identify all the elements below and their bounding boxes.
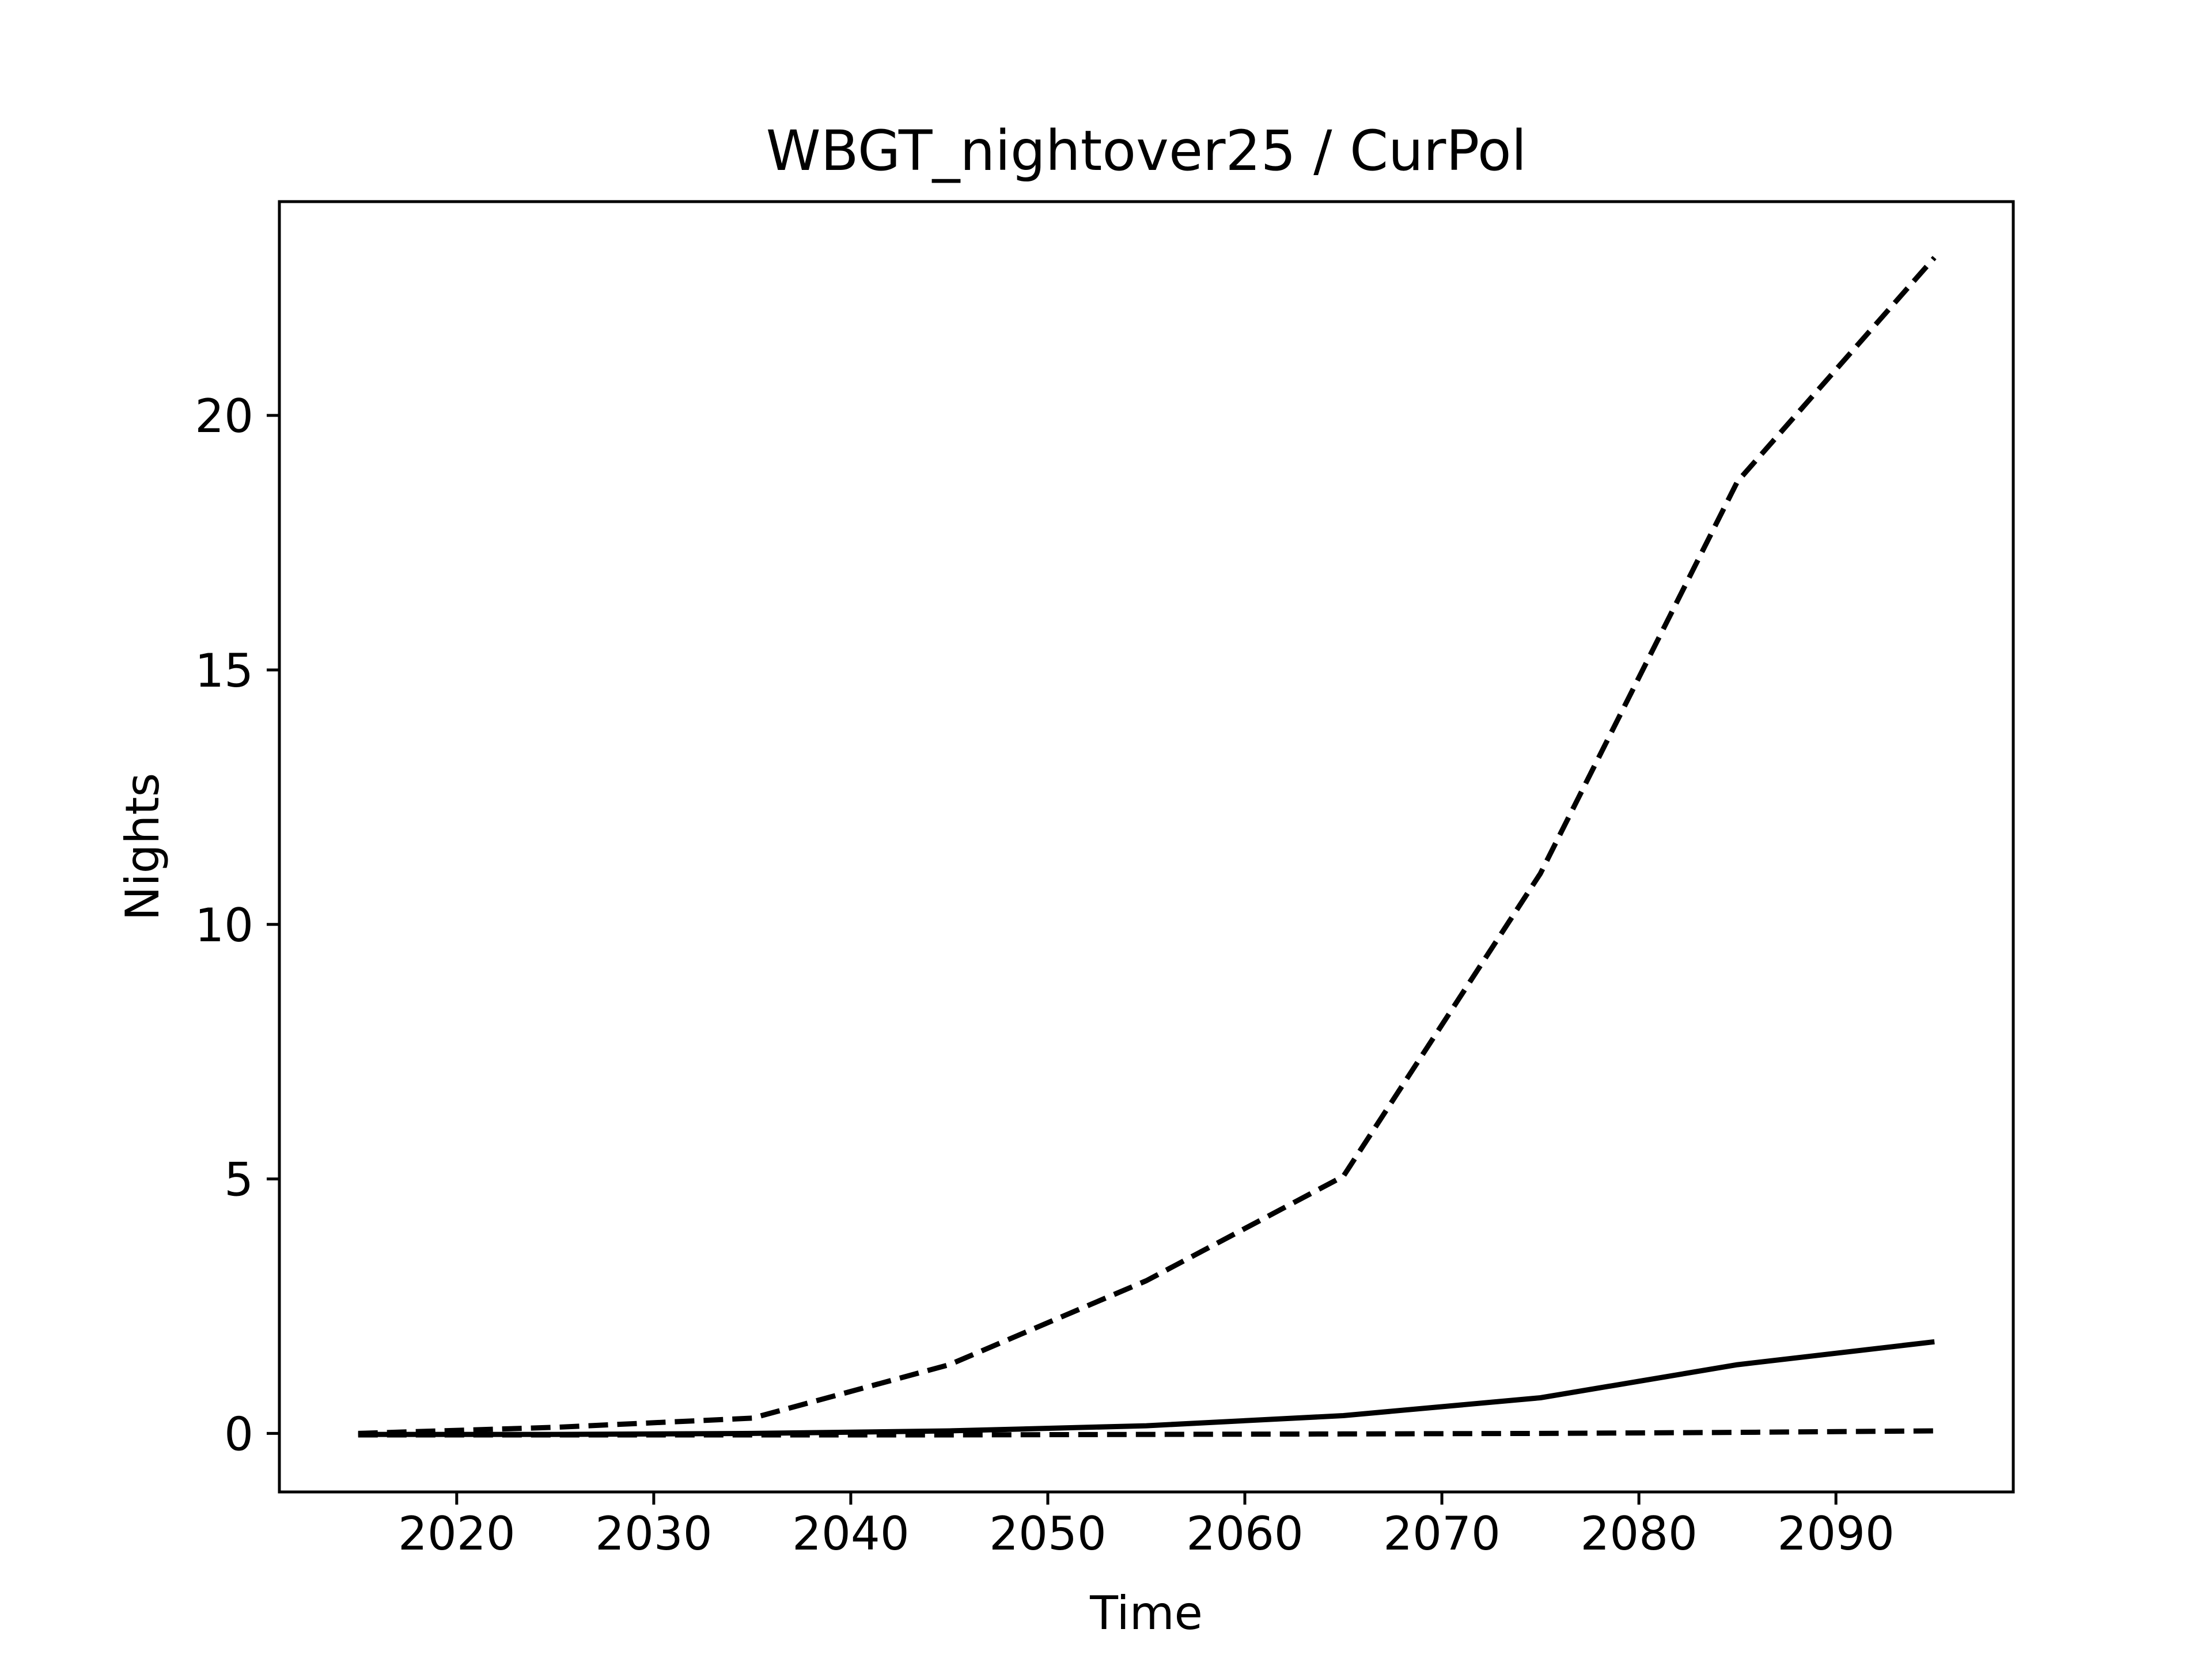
- x-tick-label: 2020: [398, 1507, 516, 1560]
- x-tick-label: 2090: [1777, 1507, 1895, 1560]
- x-tick-label: 2080: [1580, 1507, 1698, 1560]
- series-layer: [358, 256, 1937, 1438]
- x-axis: 2020 2030 2040 2050 2060 2070 2080 2090: [398, 1492, 1895, 1560]
- plot-frame: [278, 200, 2015, 1494]
- x-tick-label: 2070: [1383, 1507, 1501, 1560]
- y-axis: 0 5 10 15 20: [195, 389, 279, 1461]
- x-axis-label: Time: [1089, 1586, 1203, 1640]
- x-tick-label: 2060: [1186, 1507, 1304, 1560]
- y-tick-label: 10: [195, 899, 253, 952]
- chart-title: WBGT_nightover25 / CurPol: [766, 119, 1527, 183]
- y-tick-label: 15: [195, 644, 253, 698]
- series-line-3: [358, 1428, 1935, 1438]
- x-tick-label: 2050: [989, 1507, 1107, 1560]
- y-tick-label: 5: [224, 1153, 253, 1207]
- series-line-1: [358, 256, 1937, 1436]
- y-tick-label: 0: [224, 1407, 253, 1461]
- y-tick-label: 20: [195, 389, 253, 443]
- y-axis-label: Nights: [116, 773, 169, 921]
- x-tick-label: 2040: [792, 1507, 910, 1560]
- x-tick-label: 2030: [595, 1507, 713, 1560]
